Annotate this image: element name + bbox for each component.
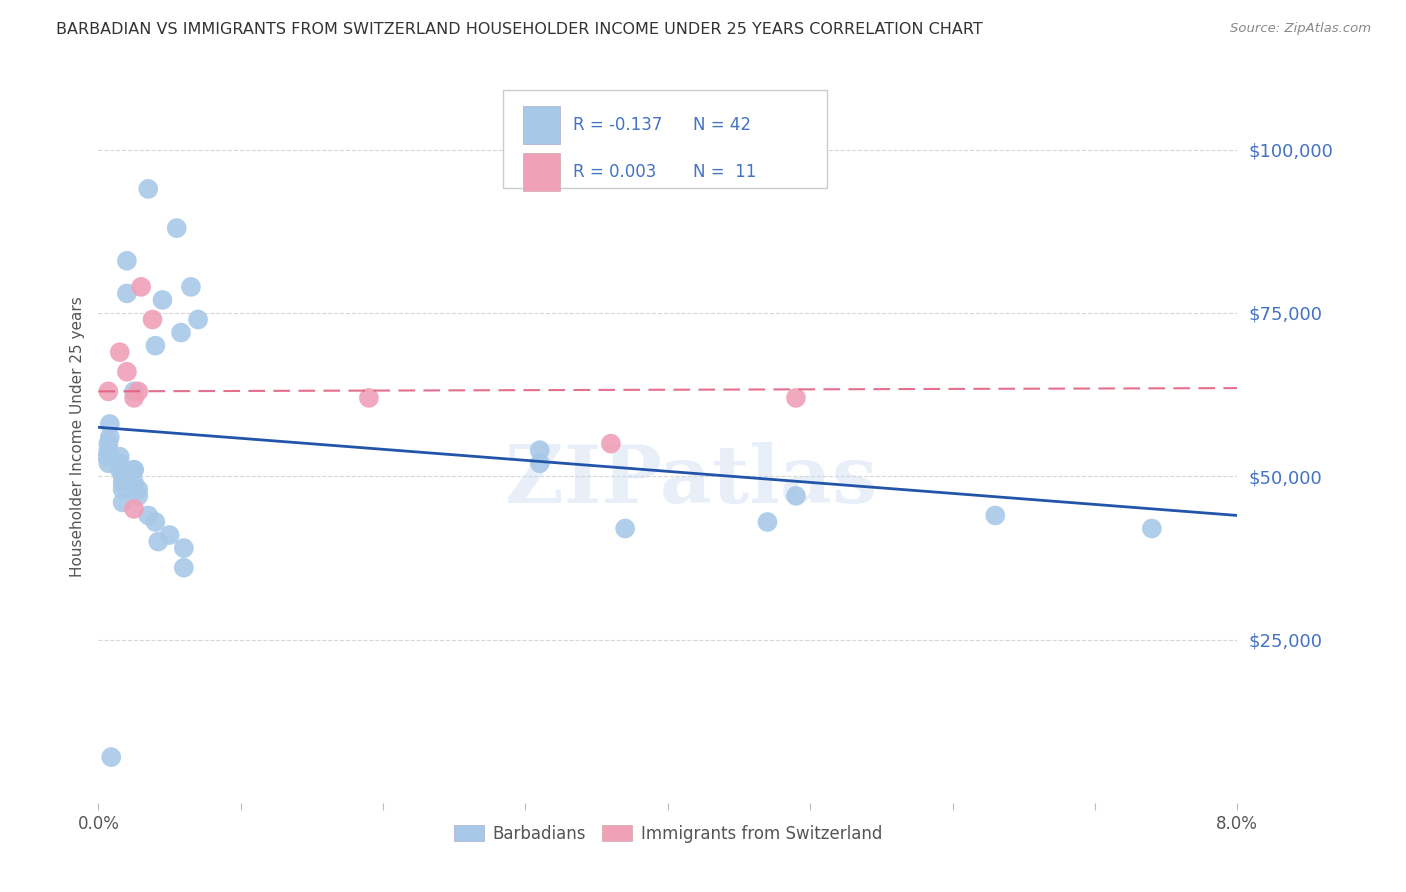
Point [122,502,145,516]
Point [145,515,167,529]
Point [111,495,134,509]
Text: ZIPatlas: ZIPatlas [505,442,877,520]
Bar [523,153,560,191]
Point [127,489,149,503]
Point [173,560,195,574]
Point [97,456,120,470]
Point [600,436,623,450]
Point [96,450,118,464]
Point [97,436,120,450]
Point [180,280,202,294]
Point [785,489,807,503]
Bar [523,106,560,144]
Text: N =  11: N = 11 [693,162,756,180]
Point [136,182,159,196]
Point [115,286,138,301]
Point [122,463,145,477]
Point [108,463,131,477]
Point [984,508,1007,523]
Text: R = 0.003: R = 0.003 [574,162,657,180]
Point [122,384,145,399]
Point [122,391,145,405]
Point [127,483,149,497]
Point [97,443,120,458]
Text: N = 42: N = 42 [693,116,751,134]
Point [127,384,149,399]
Y-axis label: Householder Income Under 25 years: Householder Income Under 25 years [69,297,84,577]
Point [129,280,152,294]
Point [108,345,131,359]
Point [98,430,121,444]
Point [122,475,145,490]
Point [115,253,138,268]
Text: R = -0.137: R = -0.137 [574,116,662,134]
Legend: Barbadians, Immigrants from Switzerland: Barbadians, Immigrants from Switzerland [447,818,889,849]
Point [756,515,779,529]
Point [141,312,163,326]
Point [98,417,121,431]
Point [115,365,138,379]
Point [529,443,551,458]
Text: Source: ZipAtlas.com: Source: ZipAtlas.com [1230,22,1371,36]
Point [173,541,195,555]
Text: BARBADIAN VS IMMIGRANTS FROM SWITZERLAND HOUSEHOLDER INCOME UNDER 25 YEARS CORRE: BARBADIAN VS IMMIGRANTS FROM SWITZERLAND… [56,22,983,37]
Point [357,391,380,405]
Point [108,450,131,464]
Point [785,391,807,405]
Point [187,312,209,326]
Point [1140,521,1163,535]
Point [100,750,122,764]
Point [166,221,188,235]
Point [111,469,134,483]
Point [159,528,181,542]
Point [614,521,637,535]
FancyBboxPatch shape [503,90,827,188]
Point [145,338,167,352]
Point [111,475,134,490]
Point [529,456,551,470]
Point [152,293,174,307]
Point [136,508,159,523]
Point [148,534,170,549]
Point [170,326,193,340]
Point [97,384,120,399]
Point [111,483,134,497]
Point [122,463,145,477]
Point [108,456,131,470]
